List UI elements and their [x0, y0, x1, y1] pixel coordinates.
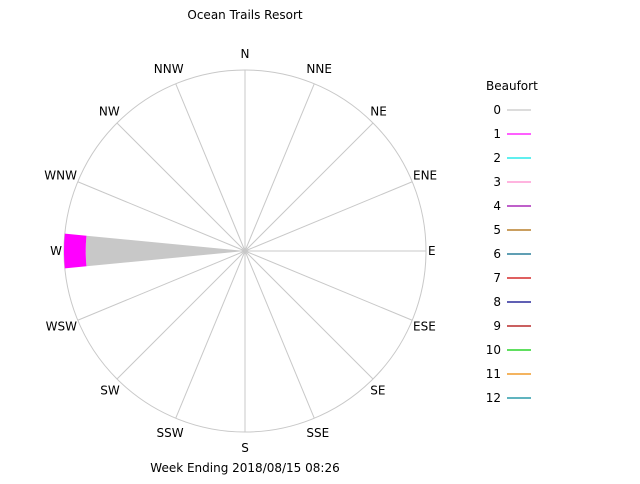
legend-label-3: 3: [493, 175, 501, 189]
legend-label-1: 1: [493, 127, 501, 141]
spoke-ne: [244, 122, 374, 252]
petal-w-beaufort-1: [63, 233, 87, 269]
spoke-nnw: [175, 83, 246, 252]
direction-label-ene: ENE: [413, 169, 437, 183]
spoke-nw: [116, 122, 246, 252]
legend-label-6: 6: [493, 247, 501, 261]
direction-label-wnw: WNW: [44, 169, 77, 183]
chart-title: Ocean Trails Resort: [187, 8, 302, 22]
direction-label-nw: NW: [99, 105, 120, 119]
chart-footer: Week Ending 2018/08/15 08:26: [150, 461, 339, 475]
direction-labels: N NNE NE ENE E ESE SE SSE S SSW SW WSW W WNW NW NNW: [44, 47, 437, 455]
legend-label-10: 10: [486, 343, 501, 357]
direction-label-n: N: [241, 47, 250, 61]
spoke-ese: [244, 250, 413, 321]
spoke-ene: [244, 181, 413, 252]
legend-label-7: 7: [493, 271, 501, 285]
direction-label-sse: SSE: [306, 426, 329, 440]
spoke-wsw: [77, 250, 246, 321]
legend-label-0: 0: [493, 103, 501, 117]
spoke-ssw: [175, 250, 246, 419]
direction-label-nne: NNE: [306, 62, 332, 76]
direction-label-e: E: [428, 244, 436, 258]
direction-label-ne: NE: [370, 105, 387, 119]
direction-label-wsw: WSW: [46, 319, 77, 333]
petal-w-beaufort-0: [85, 235, 246, 267]
legend-label-12: 12: [486, 391, 501, 405]
legend-title: Beaufort: [486, 79, 538, 93]
direction-label-se: SE: [370, 383, 385, 397]
direction-label-s: S: [241, 441, 249, 455]
legend-label-11: 11: [486, 367, 501, 381]
spoke-nne: [244, 83, 315, 252]
direction-label-ssw: SSW: [156, 426, 183, 440]
spoke-se: [244, 250, 374, 380]
legend-label-4: 4: [493, 199, 501, 213]
legend-label-5: 5: [493, 223, 501, 237]
petal-layer: [63, 233, 246, 269]
spoke-wnw: [77, 181, 246, 252]
legend-label-9: 9: [493, 319, 501, 333]
direction-label-sw: SW: [100, 383, 120, 397]
direction-label-w: W: [50, 244, 62, 258]
direction-label-ese: ESE: [413, 319, 436, 333]
legend-label-2: 2: [493, 151, 501, 165]
spoke-sse: [244, 250, 315, 419]
direction-label-nnw: NNW: [154, 62, 184, 76]
legend-label-8: 8: [493, 295, 501, 309]
spoke-sw: [116, 250, 246, 380]
